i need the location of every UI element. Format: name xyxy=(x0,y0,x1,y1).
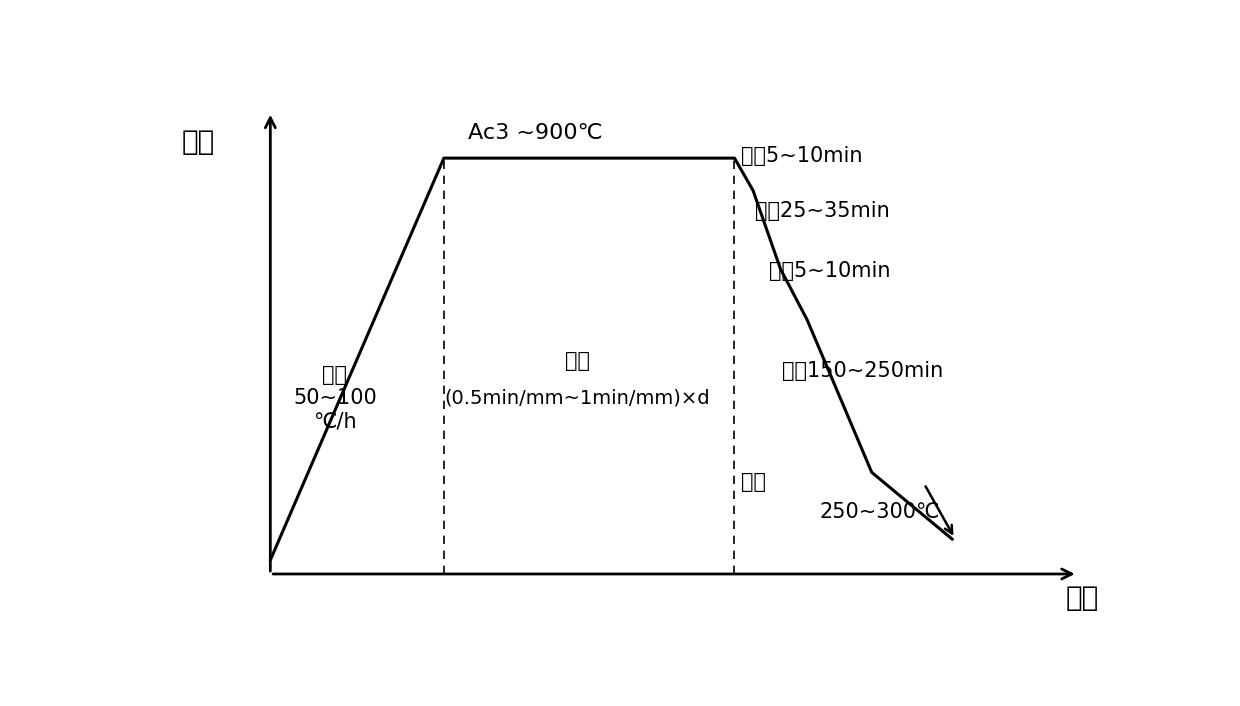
Text: 时间: 时间 xyxy=(1065,585,1099,612)
Text: (0.5min/mm~1min/mm)×d: (0.5min/mm~1min/mm)×d xyxy=(444,389,709,408)
Text: 空冷5~10min: 空冷5~10min xyxy=(769,261,890,281)
Text: 油冷150~250min: 油冷150~250min xyxy=(782,361,944,381)
Text: 空冷5~10min: 空冷5~10min xyxy=(742,146,863,166)
Text: 加热
50~100
℃/h: 加热 50~100 ℃/h xyxy=(293,365,377,431)
Text: Ac3 ~900℃: Ac3 ~900℃ xyxy=(467,123,603,143)
Text: 保温: 保温 xyxy=(564,352,589,371)
Text: 250~300℃: 250~300℃ xyxy=(820,501,940,522)
Text: 水冷25~35min: 水冷25~35min xyxy=(755,201,889,221)
Text: 温度: 温度 xyxy=(181,128,215,156)
Text: 冷却: 冷却 xyxy=(742,472,766,491)
